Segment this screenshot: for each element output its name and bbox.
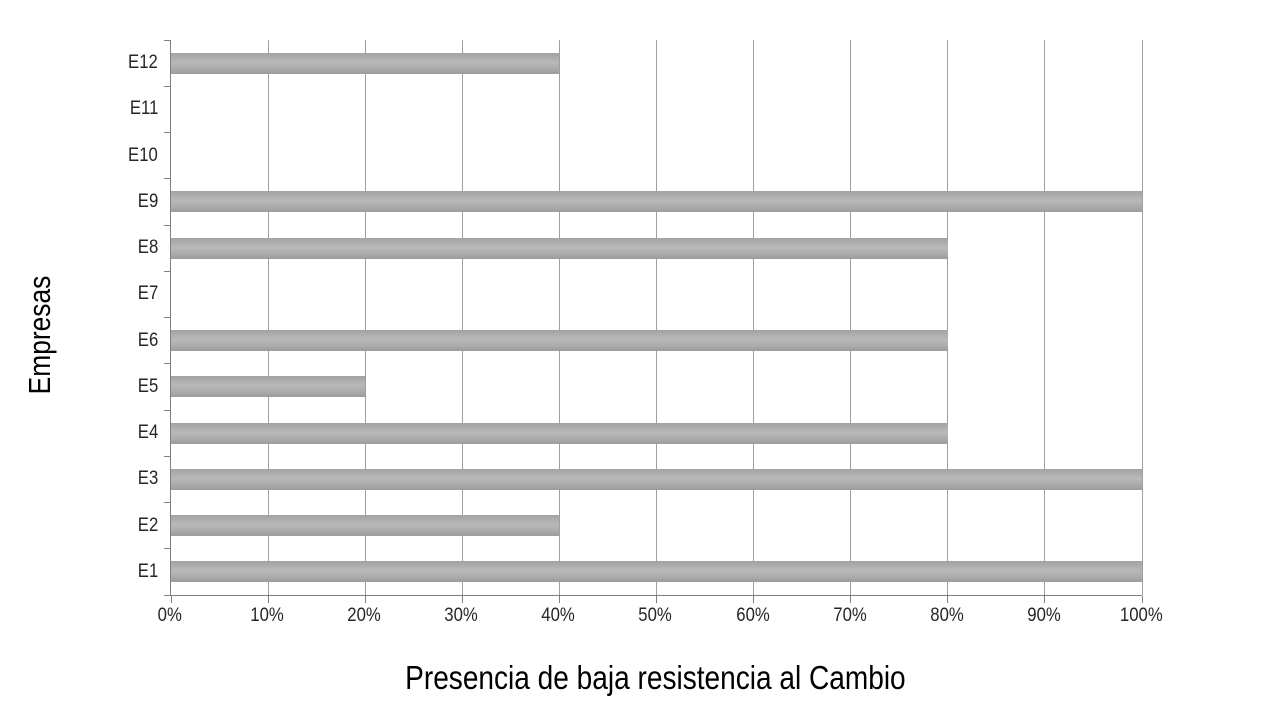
x-tick-label-text: 40% (541, 605, 576, 626)
category-label-e6: E6 (0, 330, 158, 352)
category-label-text: E5 (137, 375, 158, 397)
category-label-text: E1 (137, 560, 158, 582)
category-label-e10: E10 (0, 145, 158, 167)
y-axis-tick (164, 502, 170, 503)
x-tick-label-text: 30% (444, 605, 479, 626)
gridline-80% (947, 40, 949, 595)
y-axis-tick (164, 85, 170, 87)
y-axis-tick (164, 317, 170, 318)
x-tick-label-50pct: 50% (606, 605, 706, 627)
x-tick-label-60pct: 60% (703, 605, 803, 627)
y-axis-tick (164, 224, 170, 226)
bar-e6 (171, 330, 948, 352)
category-label-e3: E3 (0, 468, 158, 490)
y-axis-tick (164, 363, 170, 365)
x-tick-label-text: 50% (638, 605, 673, 626)
x-tick-label-20pct: 20% (314, 605, 414, 627)
bar-e12 (171, 52, 560, 74)
category-label-e9: E9 (0, 191, 158, 213)
category-label-e4: E4 (0, 422, 158, 444)
x-tick-label-90pct: 90% (994, 605, 1094, 627)
x-tick-label-text: 70% (832, 605, 867, 626)
category-label-e2: E2 (0, 515, 158, 537)
x-tick-label-0pct: 0% (120, 605, 220, 627)
x-axis-tick (850, 596, 852, 603)
gridline-40% (558, 40, 560, 595)
bar-e5 (171, 376, 366, 398)
gridline-30% (461, 40, 463, 595)
category-label-e11: E11 (0, 98, 158, 120)
y-axis-tick (164, 270, 170, 272)
y-axis-tick (164, 548, 170, 550)
y-axis-tick (164, 455, 170, 457)
bar-e4 (171, 422, 948, 444)
category-label-text: E8 (137, 237, 158, 259)
bar-e9 (171, 191, 1142, 213)
category-label-text: E11 (129, 98, 158, 120)
x-tick-label-text: 100% (1119, 605, 1163, 626)
x-axis-tick (461, 596, 463, 603)
x-tick-label-40pct: 40% (508, 605, 608, 627)
x-tick-label-80pct: 80% (897, 605, 997, 627)
plot-area (164, 39, 1143, 603)
x-tick-label-text: 90% (1027, 605, 1061, 626)
category-label-text: E9 (137, 190, 158, 212)
gridline-50% (656, 40, 657, 595)
x-axis-title-text: Presencia de baja resistencia al Cambio (405, 659, 906, 696)
x-axis-tick (947, 596, 949, 603)
gridline-90% (1044, 40, 1046, 595)
x-axis-tick (267, 596, 269, 603)
bar-e2 (171, 515, 560, 537)
x-tick-label-30pct: 30% (411, 605, 511, 627)
x-axis-tick (558, 596, 560, 603)
category-label-text: E2 (137, 514, 158, 536)
bar-e8 (171, 237, 948, 259)
category-label-e7: E7 (0, 283, 158, 305)
x-axis-tick (170, 596, 172, 603)
y-axis-tick (164, 178, 170, 180)
category-label-text: E6 (137, 329, 158, 351)
x-axis-title: Presencia de baja resistencia al Cambio (170, 656, 1141, 700)
y-axis-tick (164, 594, 170, 596)
y-axis-tick (164, 132, 170, 133)
x-axis-tick (364, 596, 366, 603)
x-axis-tick (753, 596, 755, 603)
y-axis-tick (164, 409, 170, 411)
x-tick-label-text: 80% (930, 605, 964, 626)
x-tick-label-10pct: 10% (217, 605, 317, 627)
x-tick-label-text: 0% (157, 605, 183, 626)
x-axis-tick (656, 596, 657, 603)
gridline-10% (267, 40, 269, 595)
x-tick-label-text: 60% (735, 605, 770, 626)
gridline-100% (1141, 40, 1143, 595)
category-label-e8: E8 (0, 237, 158, 259)
bar-e3 (171, 468, 1142, 490)
x-tick-label-100pct: 100% (1091, 605, 1191, 627)
category-label-text: E10 (128, 144, 158, 166)
category-label-text: E7 (137, 283, 158, 305)
y-axis-tick (164, 39, 170, 41)
category-label-text: E3 (137, 468, 158, 490)
x-tick-label-text: 10% (250, 605, 284, 626)
category-label-e5: E5 (0, 376, 158, 398)
gridline-70% (850, 40, 852, 595)
gridline-20% (364, 40, 366, 595)
category-label-e12: E12 (0, 52, 158, 74)
gridline-60% (753, 40, 755, 595)
category-label-e1: E1 (0, 561, 158, 583)
category-label-text: E4 (137, 422, 158, 444)
x-axis-tick (1044, 596, 1046, 603)
bar-e1 (171, 561, 1142, 583)
x-axis-tick (1141, 596, 1143, 603)
x-tick-label-text: 20% (347, 605, 381, 626)
category-label-text: E12 (128, 52, 158, 74)
x-tick-label-70pct: 70% (800, 605, 900, 627)
